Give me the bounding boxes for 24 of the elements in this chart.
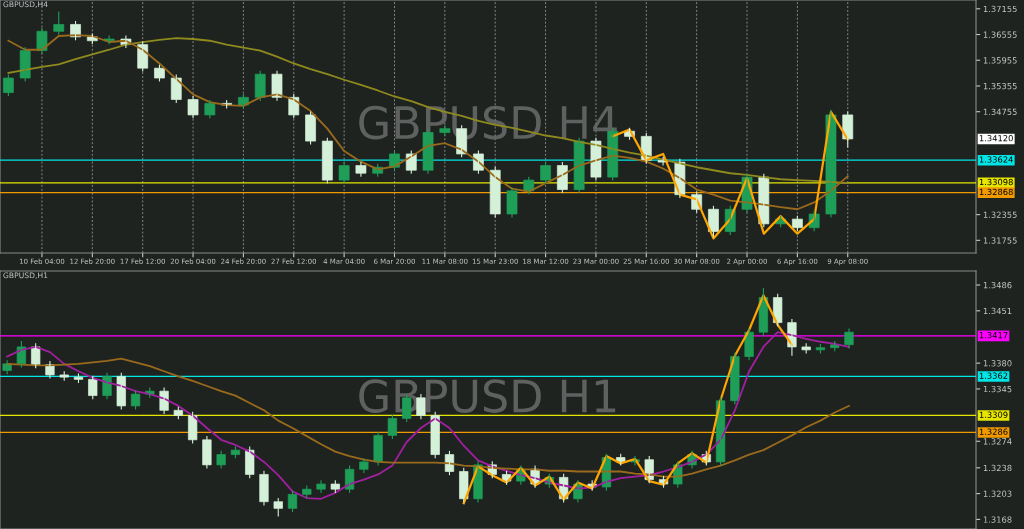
ref-line-label: 1.32868 [979,188,1013,196]
y-tick-label: 1.3238 [983,464,1012,472]
y-tick-label: 1.35355 [983,82,1017,90]
y-tick-label: 1.3168 [983,516,1012,523]
y-tick-label: 1.3345 [983,385,1012,393]
ref-line-label: 1.33098 [979,178,1013,186]
ref-line-label: 1.3417 [979,331,1008,339]
text: 1.34120 [979,135,1013,142]
y-tick-label: 1.3380 [983,360,1012,367]
ref-line-label: 1.3309 [979,411,1008,418]
y-tick-label: 1.32355 [983,211,1017,218]
y-tick-label: 1.3203 [983,490,1012,497]
ref-line-label: 1.33624 [979,156,1013,163]
y-tick-label: 1.34755 [983,108,1017,115]
ref-line-label: 1.3362 [979,372,1008,379]
ref-line-label: 1.3286 [979,428,1008,435]
text: GBPUSD H1 [359,379,616,413]
y-tick-label: 1.35955 [983,57,1017,64]
y-tick-label: 1.36555 [983,31,1017,38]
y-tick-label: 1.3486 [983,281,1012,289]
y-tick-label: 1.31755 [983,237,1017,244]
y-tick-label: 1.37155 [983,5,1017,13]
y-tick-label: 1.3274 [983,438,1012,445]
y-tick-label: 1.3451 [983,307,1012,315]
